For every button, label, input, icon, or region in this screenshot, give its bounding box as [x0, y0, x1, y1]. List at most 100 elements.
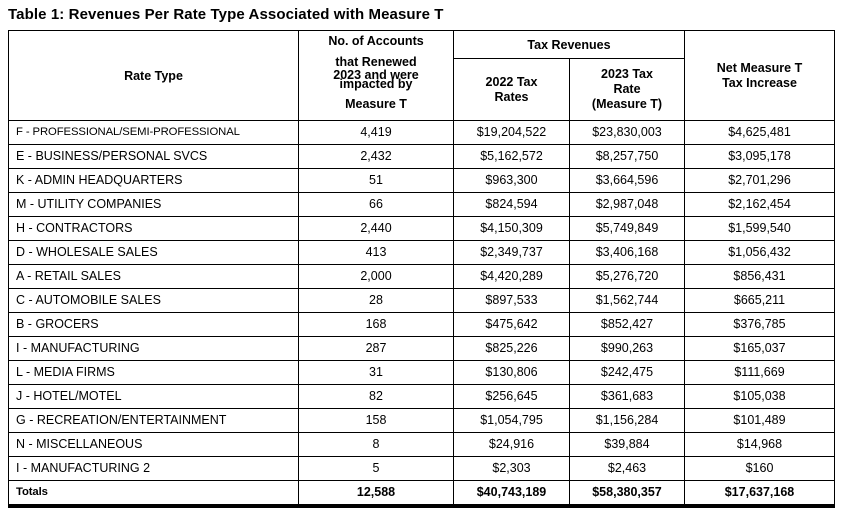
cell-rate-type: K - ADMIN HEADQUARTERS [8, 168, 299, 193]
cell-rate-type: L - MEDIA FIRMS [8, 360, 299, 385]
cell-rate-type: B - GROCERS [8, 312, 299, 337]
header-tax-2022: 2022 Tax Rates [453, 58, 570, 121]
cell-rate-type: I - MANUFACTURING [8, 336, 299, 361]
cell-accounts: 158 [298, 408, 454, 433]
table-row: F - PROFESSIONAL/SEMI-PROFESSIONAL 4,419 $… [8, 120, 835, 145]
cell-tax-2023: $2,463 [569, 456, 685, 481]
cell-rate-type: D - WHOLESALE SALES [8, 240, 299, 265]
cell-tax-2023: $5,276,720 [569, 264, 685, 289]
header-tax-2023: 2023 Tax Rate (Measure T) [569, 58, 685, 121]
cell-tax-2022: $2,303 [453, 456, 570, 481]
cell-accounts: 168 [298, 312, 454, 337]
cell-accounts: 5 [298, 456, 454, 481]
table-row: M - UTILITY COMPANIES 66 $824,594 $2,987,04… [8, 192, 835, 217]
cell-tax-2023: $990,263 [569, 336, 685, 361]
cell-net-increase: $376,785 [684, 312, 835, 337]
cell-tax-2022: $825,226 [453, 336, 570, 361]
table-row: I - MANUFACTURING 287 $825,226 $990,263 $165… [8, 336, 835, 361]
cell-net-increase: $4,625,481 [684, 120, 835, 145]
header-accounts-line: No. of Accounts [328, 34, 424, 48]
cell-tax-2022: $4,420,289 [453, 264, 570, 289]
cell-net-increase: $160 [684, 456, 835, 481]
cell-accounts: 2,000 [298, 264, 454, 289]
cell-net-increase: $2,701,296 [684, 168, 835, 193]
cell-rate-type: F - PROFESSIONAL/SEMI-PROFESSIONAL [8, 120, 299, 145]
cell-tax-2022: $1,054,795 [453, 408, 570, 433]
cell-accounts: 413 [298, 240, 454, 265]
cell-rate-type: C - AUTOMOBILE SALES [8, 288, 299, 313]
cell-net-increase: $2,162,454 [684, 192, 835, 217]
cell-accounts: 28 [298, 288, 454, 313]
totals-row: Totals 12,588 $40,743,189 $58,380,357 $1… [8, 480, 835, 507]
cell-accounts: 4,419 [298, 120, 454, 145]
cell-net-increase: $3,095,178 [684, 144, 835, 169]
totals-tax-2022: $40,743,189 [453, 480, 570, 507]
cell-tax-2023: $23,830,003 [569, 120, 685, 145]
header-accounts-line: 2023 and were [333, 68, 419, 82]
cell-net-increase: $165,037 [684, 336, 835, 361]
cell-tax-2022: $5,162,572 [453, 144, 570, 169]
cell-accounts: 66 [298, 192, 454, 217]
header-group-row: Rate Type No. of Accounts that Renewed 2… [8, 30, 835, 121]
table-row: N - MISCELLANEOUS 8 $24,916 $39,884 $14,968 [8, 432, 835, 457]
cell-tax-2023: $3,664,596 [569, 168, 685, 193]
table-row: D - WHOLESALE SALES 413 $2,349,737 $3,406,1… [8, 240, 835, 265]
cell-tax-2022: $963,300 [453, 168, 570, 193]
cell-tax-2023: $361,683 [569, 384, 685, 409]
cell-accounts: 8 [298, 432, 454, 457]
cell-net-increase: $1,056,432 [684, 240, 835, 265]
cell-rate-type: I - MANUFACTURING 2 [8, 456, 299, 481]
revenues-table: Rate Type No. of Accounts that Renewed 2… [8, 30, 835, 508]
cell-accounts: 31 [298, 360, 454, 385]
cell-net-increase: $105,038 [684, 384, 835, 409]
cell-net-increase: $1,599,540 [684, 216, 835, 241]
totals-accounts: 12,588 [298, 480, 454, 507]
cell-tax-2023: $5,749,849 [569, 216, 685, 241]
cell-rate-type: E - BUSINESS/PERSONAL SVCS [8, 144, 299, 169]
cell-net-increase: $14,968 [684, 432, 835, 457]
cell-tax-2022: $130,806 [453, 360, 570, 385]
header-net-increase: Net Measure T Tax Increase [684, 30, 835, 121]
header-tax-revenues-group: Tax Revenues [453, 30, 685, 59]
cell-tax-2022: $2,349,737 [453, 240, 570, 265]
table-footer: Totals 12,588 $40,743,189 $58,380,357 $1… [8, 480, 835, 507]
header-accounts: No. of Accounts that Renewed 2023 and we… [298, 30, 454, 121]
table-row: J - HOTEL/MOTEL 82 $256,645 $361,683 $105,03… [8, 384, 835, 409]
cell-rate-type: J - HOTEL/MOTEL [8, 384, 299, 409]
cell-rate-type: A - RETAIL SALES [8, 264, 299, 289]
cell-accounts: 82 [298, 384, 454, 409]
cell-tax-2023: $39,884 [569, 432, 685, 457]
cell-net-increase: $111,669 [684, 360, 835, 385]
cell-tax-2022: $475,642 [453, 312, 570, 337]
header-rate-type: Rate Type [8, 30, 299, 121]
cell-tax-2022: $256,645 [453, 384, 570, 409]
table-body: F - PROFESSIONAL/SEMI-PROFESSIONAL 4,419 $… [8, 120, 835, 481]
header-accounts-line: that Renewed [335, 55, 417, 69]
cell-tax-2023: $242,475 [569, 360, 685, 385]
totals-net-increase: $17,637,168 [684, 480, 835, 507]
cell-tax-2023: $2,987,048 [569, 192, 685, 217]
cell-tax-2023: $1,562,744 [569, 288, 685, 313]
table-row: K - ADMIN HEADQUARTERS 51 $963,300 $3,664,5… [8, 168, 835, 193]
cell-tax-2022: $19,204,522 [453, 120, 570, 145]
cell-net-increase: $856,431 [684, 264, 835, 289]
cell-tax-2023: $1,156,284 [569, 408, 685, 433]
totals-label: Totals [8, 480, 299, 507]
cell-rate-type: M - UTILITY COMPANIES [8, 192, 299, 217]
totals-tax-2023: $58,380,357 [569, 480, 685, 507]
table-row: C - AUTOMOBILE SALES 28 $897,533 $1,562,744… [8, 288, 835, 313]
table-title: Table 1: Revenues Per Rate Type Associat… [8, 6, 444, 23]
cell-tax-2023: $3,406,168 [569, 240, 685, 265]
table-row: G - RECREATION/ENTERTAINMENT 158 $1,054,79… [8, 408, 835, 433]
cell-rate-type: G - RECREATION/ENTERTAINMENT [8, 408, 299, 433]
cell-tax-2023: $852,427 [569, 312, 685, 337]
cell-accounts: 2,440 [298, 216, 454, 241]
cell-tax-2022: $824,594 [453, 192, 570, 217]
cell-rate-type: N - MISCELLANEOUS [8, 432, 299, 457]
table-header: Rate Type No. of Accounts that Renewed 2… [8, 30, 835, 121]
cell-net-increase: $665,211 [684, 288, 835, 313]
cell-tax-2022: $24,916 [453, 432, 570, 457]
cell-tax-2023: $8,257,750 [569, 144, 685, 169]
header-accounts-line: impacted by [339, 77, 413, 91]
